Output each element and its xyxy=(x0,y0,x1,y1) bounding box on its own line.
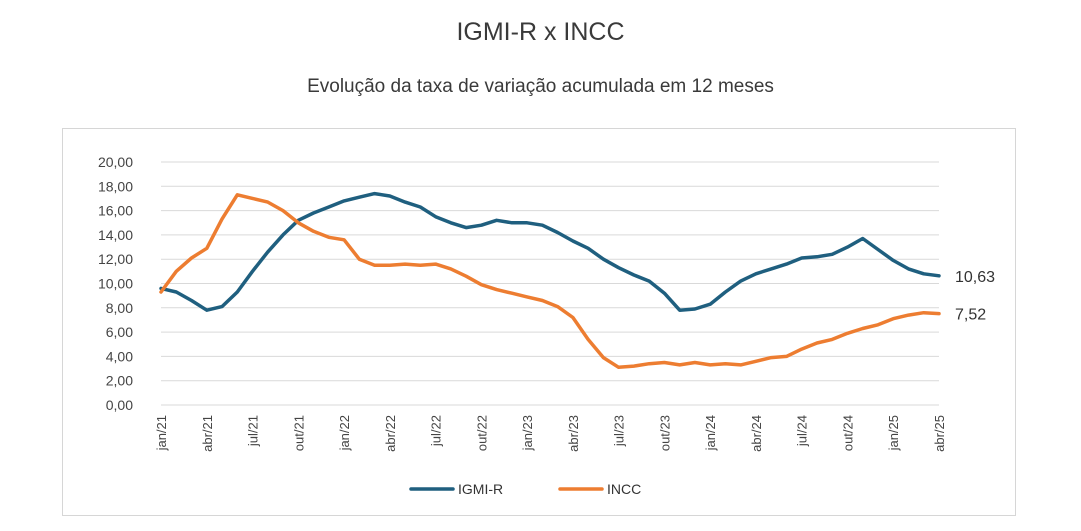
x-tick-label: out/23 xyxy=(657,415,672,451)
legend-label: IGMI-R xyxy=(458,481,503,497)
x-tick-label: jul/21 xyxy=(246,415,261,447)
y-tick-label: 10,00 xyxy=(98,276,133,292)
y-tick-label: 6,00 xyxy=(106,324,133,340)
x-tick-label: out/21 xyxy=(291,415,306,451)
x-tick-label: out/24 xyxy=(840,415,855,451)
end-labels: 10,63 7,52 xyxy=(955,269,995,324)
end-value-label: 10,63 xyxy=(955,269,995,286)
y-tick-label: 2,00 xyxy=(106,373,133,389)
x-tick-label: abr/22 xyxy=(383,415,398,452)
chart-subtitle: Evolução da taxa de variação acumulada e… xyxy=(307,76,774,97)
x-tick-label: jan/23 xyxy=(520,415,535,451)
x-tick-label: jan/24 xyxy=(703,415,718,451)
series-line-igmi-r xyxy=(159,191,941,312)
series-line-incc xyxy=(159,193,941,370)
y-tick-label: 18,00 xyxy=(98,178,133,194)
x-tick-label: out/22 xyxy=(474,415,489,451)
x-tick-label: abr/25 xyxy=(932,415,947,452)
gridlines xyxy=(161,161,939,406)
y-tick-label: 20,00 xyxy=(98,154,133,170)
x-tick-label: abr/23 xyxy=(566,415,581,452)
x-tick-label: jul/24 xyxy=(795,415,810,447)
y-tick-label: 8,00 xyxy=(106,300,133,316)
x-tick-label: abr/24 xyxy=(749,415,764,452)
end-value-label: 7,52 xyxy=(955,307,986,324)
legend: IGMI-R INCC xyxy=(409,481,641,497)
x-tick-label: jan/22 xyxy=(337,415,352,451)
line-chart: 0,00 2,00 4,00 6,00 8,00 10,00 12,00 14,00 16,00… xyxy=(98,154,995,497)
y-tick-label: 0,00 xyxy=(106,397,133,413)
chart-title: IGMI-R x INCC xyxy=(456,18,625,46)
y-tick-label: 16,00 xyxy=(98,203,133,219)
legend-label: INCC xyxy=(607,481,641,497)
chart-frame: 0,00 2,00 4,00 6,00 8,00 10,00 12,00 14,00 16,00… xyxy=(62,128,1016,516)
x-tick-label: jan/21 xyxy=(154,415,169,451)
x-axis-ticks: jan/21 abr/21 jul/21 out/21 jan/22 abr/22 jul/… xyxy=(154,415,947,452)
y-axis-ticks: 0,00 2,00 4,00 6,00 8,00 10,00 12,00 14,00 16,00… xyxy=(98,154,133,413)
x-tick-label: abr/21 xyxy=(200,415,215,452)
y-tick-label: 14,00 xyxy=(98,227,133,243)
x-tick-label: jan/25 xyxy=(886,415,901,451)
x-tick-label: jul/23 xyxy=(612,415,627,447)
series-lines xyxy=(159,191,941,370)
x-tick-label: jul/22 xyxy=(429,415,444,447)
y-tick-label: 12,00 xyxy=(98,251,133,267)
y-tick-label: 4,00 xyxy=(106,348,133,364)
